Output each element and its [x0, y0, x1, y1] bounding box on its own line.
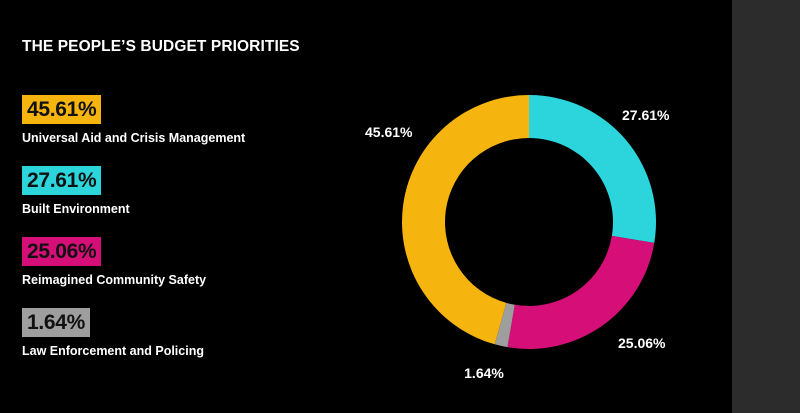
legend-item-law-enforcement: 1.64% Law Enforcement and Policing	[22, 308, 204, 358]
legend-label: Universal Aid and Crisis Management	[22, 131, 246, 145]
legend-value: 1.64%	[22, 308, 91, 337]
legend-item-universal-aid: 45.61% Universal Aid and Crisis Manageme…	[22, 95, 245, 145]
legend-value: 27.61%	[22, 166, 102, 195]
legend-item-built-environment: 27.61% Built Environment	[22, 166, 130, 216]
legend-label: Reimagined Community Safety	[22, 273, 207, 287]
legend-value: 45.61%	[22, 95, 102, 124]
donut-slice	[402, 95, 529, 345]
donut-slice	[494, 302, 515, 348]
donut-slice	[529, 95, 656, 243]
donut-slice	[507, 235, 655, 349]
slice-value-label: 45.61%	[365, 124, 413, 140]
legend-label: Law Enforcement and Policing	[22, 344, 204, 358]
slice-value-label: 27.61%	[622, 107, 670, 123]
legend-value: 25.06%	[22, 237, 102, 266]
slice-value-label: 25.06%	[618, 335, 666, 351]
legend-label: Built Environment	[22, 202, 130, 216]
legend-item-community-safety: 25.06% Reimagined Community Safety	[22, 237, 206, 287]
chart-title: THE PEOPLE’S BUDGET PRIORITIES	[22, 38, 300, 55]
side-strip	[732, 0, 800, 413]
slice-value-label: 1.64%	[464, 365, 504, 381]
